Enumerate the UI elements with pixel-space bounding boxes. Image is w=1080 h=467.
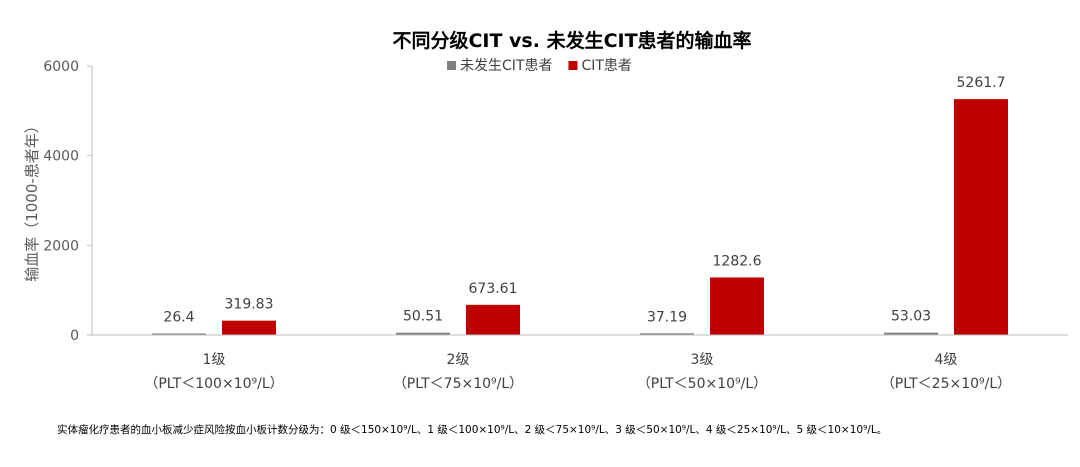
data-label-non-cit-2: 50.51 xyxy=(403,309,443,325)
legend-label-non-cit: 未发生CIT患者 xyxy=(460,58,552,74)
x-category-label: 3级 xyxy=(691,352,714,368)
x-category-label: 2级 xyxy=(447,352,470,368)
bar-cit-3 xyxy=(710,277,764,335)
x-category-sublabel: （PLT＜100×10⁹/L） xyxy=(144,376,283,392)
x-category-sublabel: （PLT＜75×10⁹/L） xyxy=(393,376,523,392)
y-tick-label: 4000 xyxy=(43,149,79,165)
data-label-cit-2: 673.61 xyxy=(469,281,518,297)
y-axis: 0 2000 4000 6000 xyxy=(43,59,93,344)
data-label-non-cit-1: 26.4 xyxy=(163,310,194,326)
bar-chart: 不同分级CIT vs. 未发生CIT患者的输血率 未发生CIT患者 CIT患者 0… xyxy=(23,29,1068,392)
legend-swatch-non-cit xyxy=(447,61,456,70)
x-category-sublabel: （PLT＜25×10⁹/L） xyxy=(881,376,1011,392)
bar-non-cit-1 xyxy=(152,333,206,335)
bars: 26.4 319.83 50.51 673.61 37.19 1282.6 53.03 526… xyxy=(152,75,1008,335)
bar-non-cit-2 xyxy=(396,332,450,335)
bar-cit-4 xyxy=(954,99,1008,335)
footnote: 实体瘤化疗患者的血小板减少症风险按血小板计数分级为：0 级＜150×10⁹/L、… xyxy=(57,424,888,436)
data-label-non-cit-4: 53.03 xyxy=(891,309,931,325)
data-label-cit-3: 1282.6 xyxy=(713,253,762,269)
bar-cit-2 xyxy=(466,304,520,335)
x-category-label: 4级 xyxy=(935,352,958,368)
y-tick-label: 0 xyxy=(70,328,79,344)
bar-non-cit-3 xyxy=(640,333,694,335)
y-tick-label: 6000 xyxy=(43,59,79,75)
legend-swatch-cit xyxy=(568,61,578,70)
data-label-non-cit-3: 37.19 xyxy=(647,309,687,325)
data-label-cit-4: 5261.7 xyxy=(957,75,1006,91)
x-category-label: 1级 xyxy=(203,352,226,368)
data-label-cit-1: 319.83 xyxy=(225,297,274,313)
bar-cit-1 xyxy=(222,320,276,335)
chart-title: 不同分级CIT vs. 未发生CIT患者的输血率 xyxy=(392,29,751,52)
legend: 未发生CIT患者 CIT患者 xyxy=(447,58,632,74)
y-tick-label: 2000 xyxy=(43,238,79,254)
x-axis: 1级 （PLT＜100×10⁹/L） 2级 （PLT＜75×10⁹/L） 3级 （PLT＜… xyxy=(92,334,1068,392)
bar-non-cit-4 xyxy=(884,332,938,335)
y-axis-label: 输血率（1000-患者年） xyxy=(23,118,41,282)
legend-label-cit: CIT患者 xyxy=(581,58,631,74)
x-category-sublabel: （PLT＜50×10⁹/L） xyxy=(637,376,767,392)
